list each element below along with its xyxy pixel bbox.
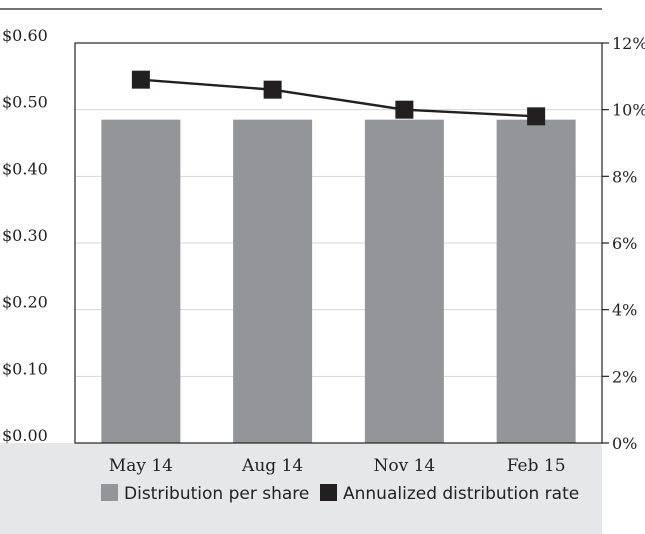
right-tick-label: 2% xyxy=(612,367,637,386)
legend-label-distribution: Distribution per share xyxy=(124,484,309,504)
right-tick-label: 8% xyxy=(612,167,637,186)
right-tick-label: 4% xyxy=(612,301,637,320)
x-axis-ticks: May 14 Aug 14 Nov 14 Feb 15 xyxy=(109,456,566,476)
x-tick-label: Aug 14 xyxy=(241,456,303,476)
marker-annualized-rate-2 xyxy=(395,100,414,119)
right-tick-label: 10% xyxy=(612,101,645,120)
marker-annualized-rate-3 xyxy=(527,107,546,126)
left-axis-ticks: $0.00 $0.10 $0.20 $0.30 $0.40 $0.50 $0.60 xyxy=(2,26,48,445)
legend: Distribution per share Annualized distri… xyxy=(101,484,579,504)
legend-swatch-annualized-rate xyxy=(320,484,337,501)
legend-label-annualized-rate: Annualized distribution rate xyxy=(343,484,579,504)
legend-swatch-distribution xyxy=(101,484,118,501)
left-tick-label: $0.50 xyxy=(2,93,48,112)
marker-annualized-rate-1 xyxy=(263,80,282,99)
left-tick-label: $0.20 xyxy=(2,293,48,312)
legend-panel xyxy=(0,443,602,534)
left-tick-label: $0.60 xyxy=(2,26,48,45)
rate-line xyxy=(131,70,546,126)
right-axis-ticks: 0% 2% 4% 6% 8% 10% 12% xyxy=(602,34,645,453)
line-annualized-rate xyxy=(140,78,537,118)
bar-distribution-2 xyxy=(364,119,444,444)
bar-distribution-3 xyxy=(496,119,576,444)
left-tick-label: $0.00 xyxy=(2,426,48,445)
bar-distribution-1 xyxy=(233,119,313,444)
right-tick-label: 6% xyxy=(612,234,637,253)
bar-distribution-0 xyxy=(101,119,181,444)
right-tick-label: 12% xyxy=(612,34,645,53)
right-tick-label: 0% xyxy=(612,434,637,453)
x-tick-label: Nov 14 xyxy=(374,456,436,476)
x-tick-label: May 14 xyxy=(109,456,173,476)
left-tick-label: $0.10 xyxy=(2,359,48,378)
left-tick-label: $0.30 xyxy=(2,226,48,245)
left-tick-label: $0.40 xyxy=(2,159,48,178)
marker-annualized-rate-0 xyxy=(131,70,150,89)
bars xyxy=(101,119,576,444)
x-tick-label: Feb 15 xyxy=(507,456,566,476)
